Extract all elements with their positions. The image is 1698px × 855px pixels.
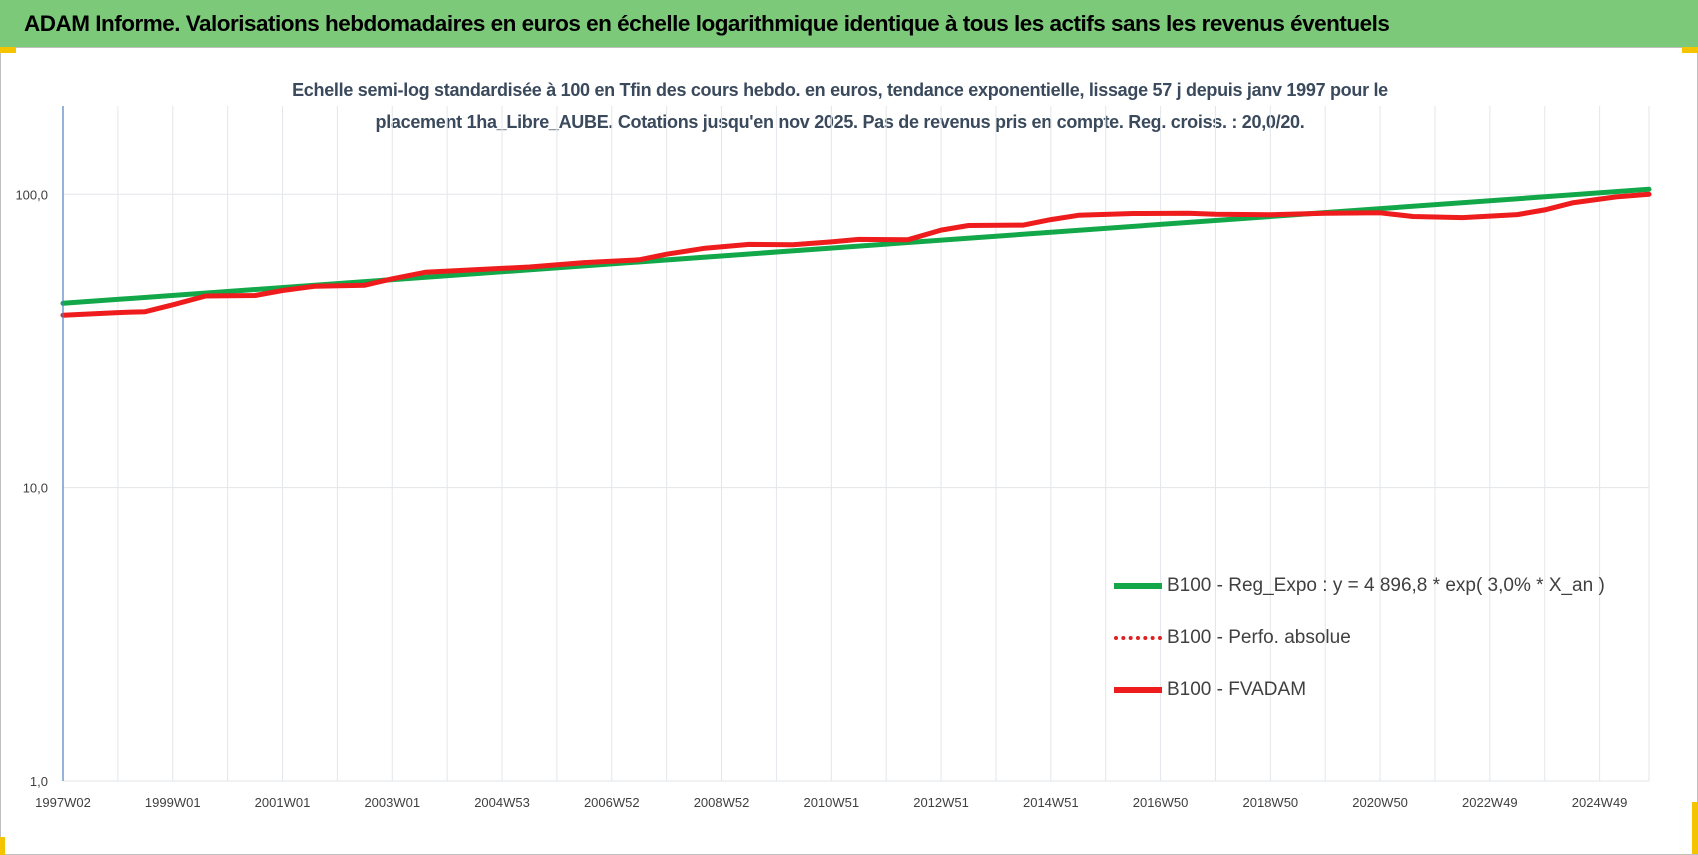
y-tick-label: 1,0: [30, 774, 48, 789]
legend-label-fvadam: B100 - FVADAM: [1167, 679, 1307, 700]
x-tick-label: 2018W50: [1243, 795, 1299, 810]
y-tick-label: 10,0: [23, 481, 48, 496]
series-layer: [60, 186, 1652, 318]
legend-swatch-fvadam: [1114, 687, 1162, 693]
x-tick-label: 2014W51: [1023, 795, 1079, 810]
y-tick-label: 100,0: [15, 187, 48, 202]
report-header: ADAM Informe. Valorisations hebdomadaire…: [0, 0, 1698, 47]
x-tick-label: 2008W52: [694, 795, 750, 810]
x-tick-label: 2003W01: [364, 795, 420, 810]
chart-title-line-2: placement 1ha_Libre_AUBE. Cotations jusq…: [375, 112, 1305, 132]
legend-item-perfo-absolue: B100 - Perfo. absolue: [1114, 612, 1605, 664]
x-tick-label: 2020W50: [1352, 795, 1408, 810]
x-tick-label: 1997W02: [35, 795, 91, 810]
x-tick-label: 2012W51: [913, 795, 969, 810]
corner-accent-top-right: [1682, 47, 1698, 53]
corner-accent-bottom-left: [0, 837, 5, 855]
legend: B100 - Reg_Expo : y = 4 896,8 * exp( 3,0…: [1114, 560, 1605, 716]
legend-item-fvadam: B100 - FVADAM: [1114, 664, 1605, 716]
x-tick-label: 1999W01: [145, 795, 201, 810]
x-tick-label: 2010W51: [803, 795, 859, 810]
corner-accent-bottom-right: [1692, 802, 1698, 854]
legend-label-perfo-absolue: B100 - Perfo. absolue: [1167, 627, 1351, 648]
x-tick-label: 2024W49: [1572, 795, 1628, 810]
legend-item-reg-expo: B100 - Reg_Expo : y = 4 896,8 * exp( 3,0…: [1114, 560, 1605, 612]
series-line-fvadam: [60, 191, 1652, 318]
corner-accent-top-left: [0, 47, 16, 53]
x-tick-label: 2001W01: [255, 795, 311, 810]
x-tick-label: 2004W53: [474, 795, 530, 810]
legend-swatch-reg-expo: [1114, 583, 1162, 589]
x-tick-label: 2006W52: [584, 795, 640, 810]
x-tick-label: 2022W49: [1462, 795, 1518, 810]
chart-title-line-1: Echelle semi-log standardisée à 100 en T…: [292, 80, 1388, 100]
legend-swatch-perfo-absolue: [1114, 636, 1162, 640]
legend-label-reg-expo: B100 - Reg_Expo : y = 4 896,8 * exp( 3,0…: [1167, 575, 1605, 596]
tick-labels: 1,0 10,0 100,0 1997W02 1999W01 2001W01 2003W01…: [15, 187, 1627, 810]
chart-title: Echelle semi-log standardisée à 100 en T…: [180, 74, 1500, 138]
x-tick-label: 2016W50: [1133, 795, 1189, 810]
report-title: ADAM Informe. Valorisations hebdomadaire…: [24, 10, 1390, 36]
